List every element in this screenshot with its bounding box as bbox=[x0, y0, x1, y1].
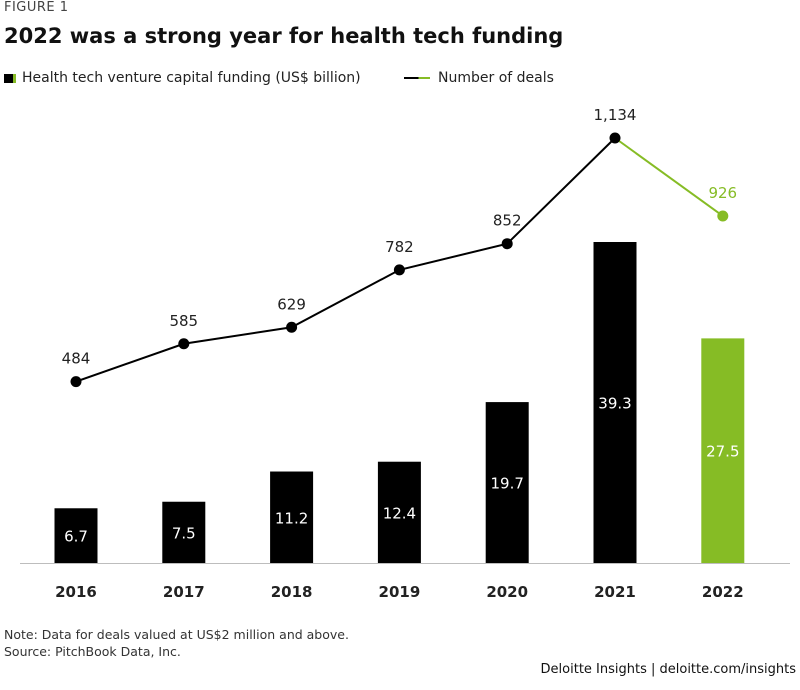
x-tick-label-2018: 2018 bbox=[271, 583, 313, 601]
x-tick-label-2020: 2020 bbox=[486, 583, 528, 601]
bar-value-label-2021: 39.3 bbox=[598, 395, 631, 413]
legend-bar-swatch bbox=[4, 73, 16, 83]
legend-item-deals: Number of deals bbox=[404, 70, 554, 86]
bar-value-label-2020: 19.7 bbox=[490, 475, 523, 493]
bar-value-label-2019: 12.4 bbox=[383, 504, 416, 522]
x-tick-label-2019: 2019 bbox=[379, 583, 421, 601]
deals-point-2019 bbox=[393, 264, 405, 276]
legend-label-deals: Number of deals bbox=[438, 70, 554, 86]
bar-value-label-2016: 6.7 bbox=[64, 528, 88, 546]
x-tick-label-2017: 2017 bbox=[163, 583, 205, 601]
chart-title: 2022 was a strong year for health tech f… bbox=[4, 24, 564, 48]
notes: Note: Data for deals valued at US$2 mill… bbox=[4, 626, 349, 660]
deals-point-2017 bbox=[178, 338, 190, 350]
legend-line-swatch bbox=[404, 77, 430, 79]
x-tick-label-2022: 2022 bbox=[702, 583, 744, 601]
deals-label-2020: 852 bbox=[493, 212, 522, 230]
x-tick-label-2016: 2016 bbox=[55, 583, 97, 601]
bar-2020 bbox=[485, 402, 529, 563]
deals-line bbox=[75, 137, 616, 383]
deals-point-2020 bbox=[501, 238, 513, 250]
deals-line-2022-segment bbox=[614, 137, 724, 217]
deals-label-2019: 782 bbox=[385, 238, 414, 256]
bar-2019 bbox=[377, 461, 421, 563]
deals-point-2021 bbox=[609, 132, 621, 144]
bar-value-label-2018: 11.2 bbox=[275, 509, 308, 527]
deals-point-2016 bbox=[70, 376, 82, 388]
legend-item-funding: Health tech venture capital funding (US$… bbox=[4, 70, 361, 86]
footer-credit: Deloitte Insights | deloitte.com/insight… bbox=[540, 662, 796, 677]
figure-label: FIGURE 1 bbox=[4, 0, 69, 15]
bar-2016 bbox=[54, 508, 98, 563]
bar-2018 bbox=[270, 471, 314, 563]
deals-label-2022: 926 bbox=[708, 184, 737, 202]
note-text: Note: Data for deals valued at US$2 mill… bbox=[4, 627, 349, 642]
legend-label-funding: Health tech venture capital funding (US$… bbox=[22, 70, 361, 86]
bar-2021 bbox=[593, 242, 637, 563]
deals-point-2022 bbox=[717, 210, 729, 222]
deals-label-2017: 585 bbox=[169, 312, 198, 330]
deals-label-2021: 1,134 bbox=[594, 106, 637, 124]
deals-label-2016: 484 bbox=[62, 350, 91, 368]
bar-2017 bbox=[162, 501, 206, 563]
x-tick-label-2021: 2021 bbox=[594, 583, 636, 601]
bar-value-label-2017: 7.5 bbox=[172, 524, 196, 542]
chart-canvas: 6.7 7.5 11.2 12.4 19.7 39.3 27.5 2016 2017 2018 20… bbox=[20, 106, 790, 601]
deals-label-2018: 629 bbox=[277, 295, 306, 313]
source-text: Source: PitchBook Data, Inc. bbox=[4, 644, 181, 659]
bar-value-label-2022: 27.5 bbox=[706, 443, 739, 461]
deals-point-2018 bbox=[286, 321, 298, 333]
bar-2022 bbox=[701, 338, 745, 563]
